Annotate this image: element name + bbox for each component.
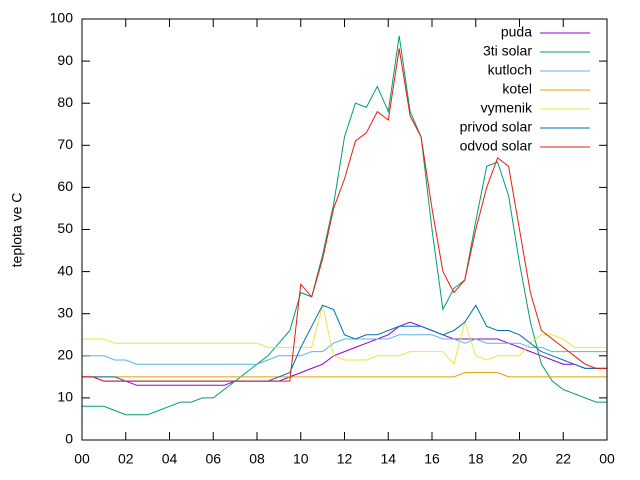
x-tick-label: 16 [424, 451, 440, 467]
legend-label: odvod solar [460, 138, 533, 154]
legend-label: privod solar [460, 119, 533, 135]
legend-label: 3ti solar [483, 43, 532, 59]
y-tick-label: 20 [57, 347, 73, 363]
x-tick-label: 14 [380, 451, 396, 467]
plot-border [81, 18, 608, 441]
x-tick-label: 06 [205, 451, 221, 467]
legend-label: puda [501, 24, 532, 40]
y-tick-label: 80 [57, 94, 73, 110]
y-tick-label: 60 [57, 178, 73, 194]
y-tick-label: 30 [57, 304, 73, 320]
legend-label: kotel [502, 81, 532, 97]
x-tick-label: 08 [249, 451, 265, 467]
legend-label: kutloch [488, 62, 532, 78]
y-tick-label: 100 [50, 10, 74, 26]
y-tick-label: 0 [65, 431, 73, 447]
y-tick-label: 40 [57, 262, 73, 278]
x-tick-label: 00 [74, 451, 90, 467]
y-tick-label: 10 [57, 389, 73, 405]
series-line [82, 372, 607, 378]
series-line [82, 334, 607, 365]
y-axis-label: teplota ve C [9, 193, 25, 268]
series-line [82, 48, 607, 382]
x-tick-label: 22 [555, 451, 571, 467]
x-tick-label: 04 [162, 451, 178, 467]
series-line [82, 35, 607, 416]
x-tick-label: 02 [118, 451, 134, 467]
x-tick-label: 00 [599, 451, 615, 467]
y-tick-label: 90 [57, 52, 73, 68]
series-line [82, 321, 607, 386]
x-tick-label: 20 [512, 451, 528, 467]
x-tick-label: 18 [468, 451, 484, 467]
y-tick-label: 50 [57, 220, 73, 236]
x-tick-label: 10 [293, 451, 309, 467]
series-line [82, 305, 607, 366]
legend-label: vymenik [481, 100, 533, 116]
y-tick-label: 70 [57, 136, 73, 152]
x-tick-label: 12 [337, 451, 353, 467]
